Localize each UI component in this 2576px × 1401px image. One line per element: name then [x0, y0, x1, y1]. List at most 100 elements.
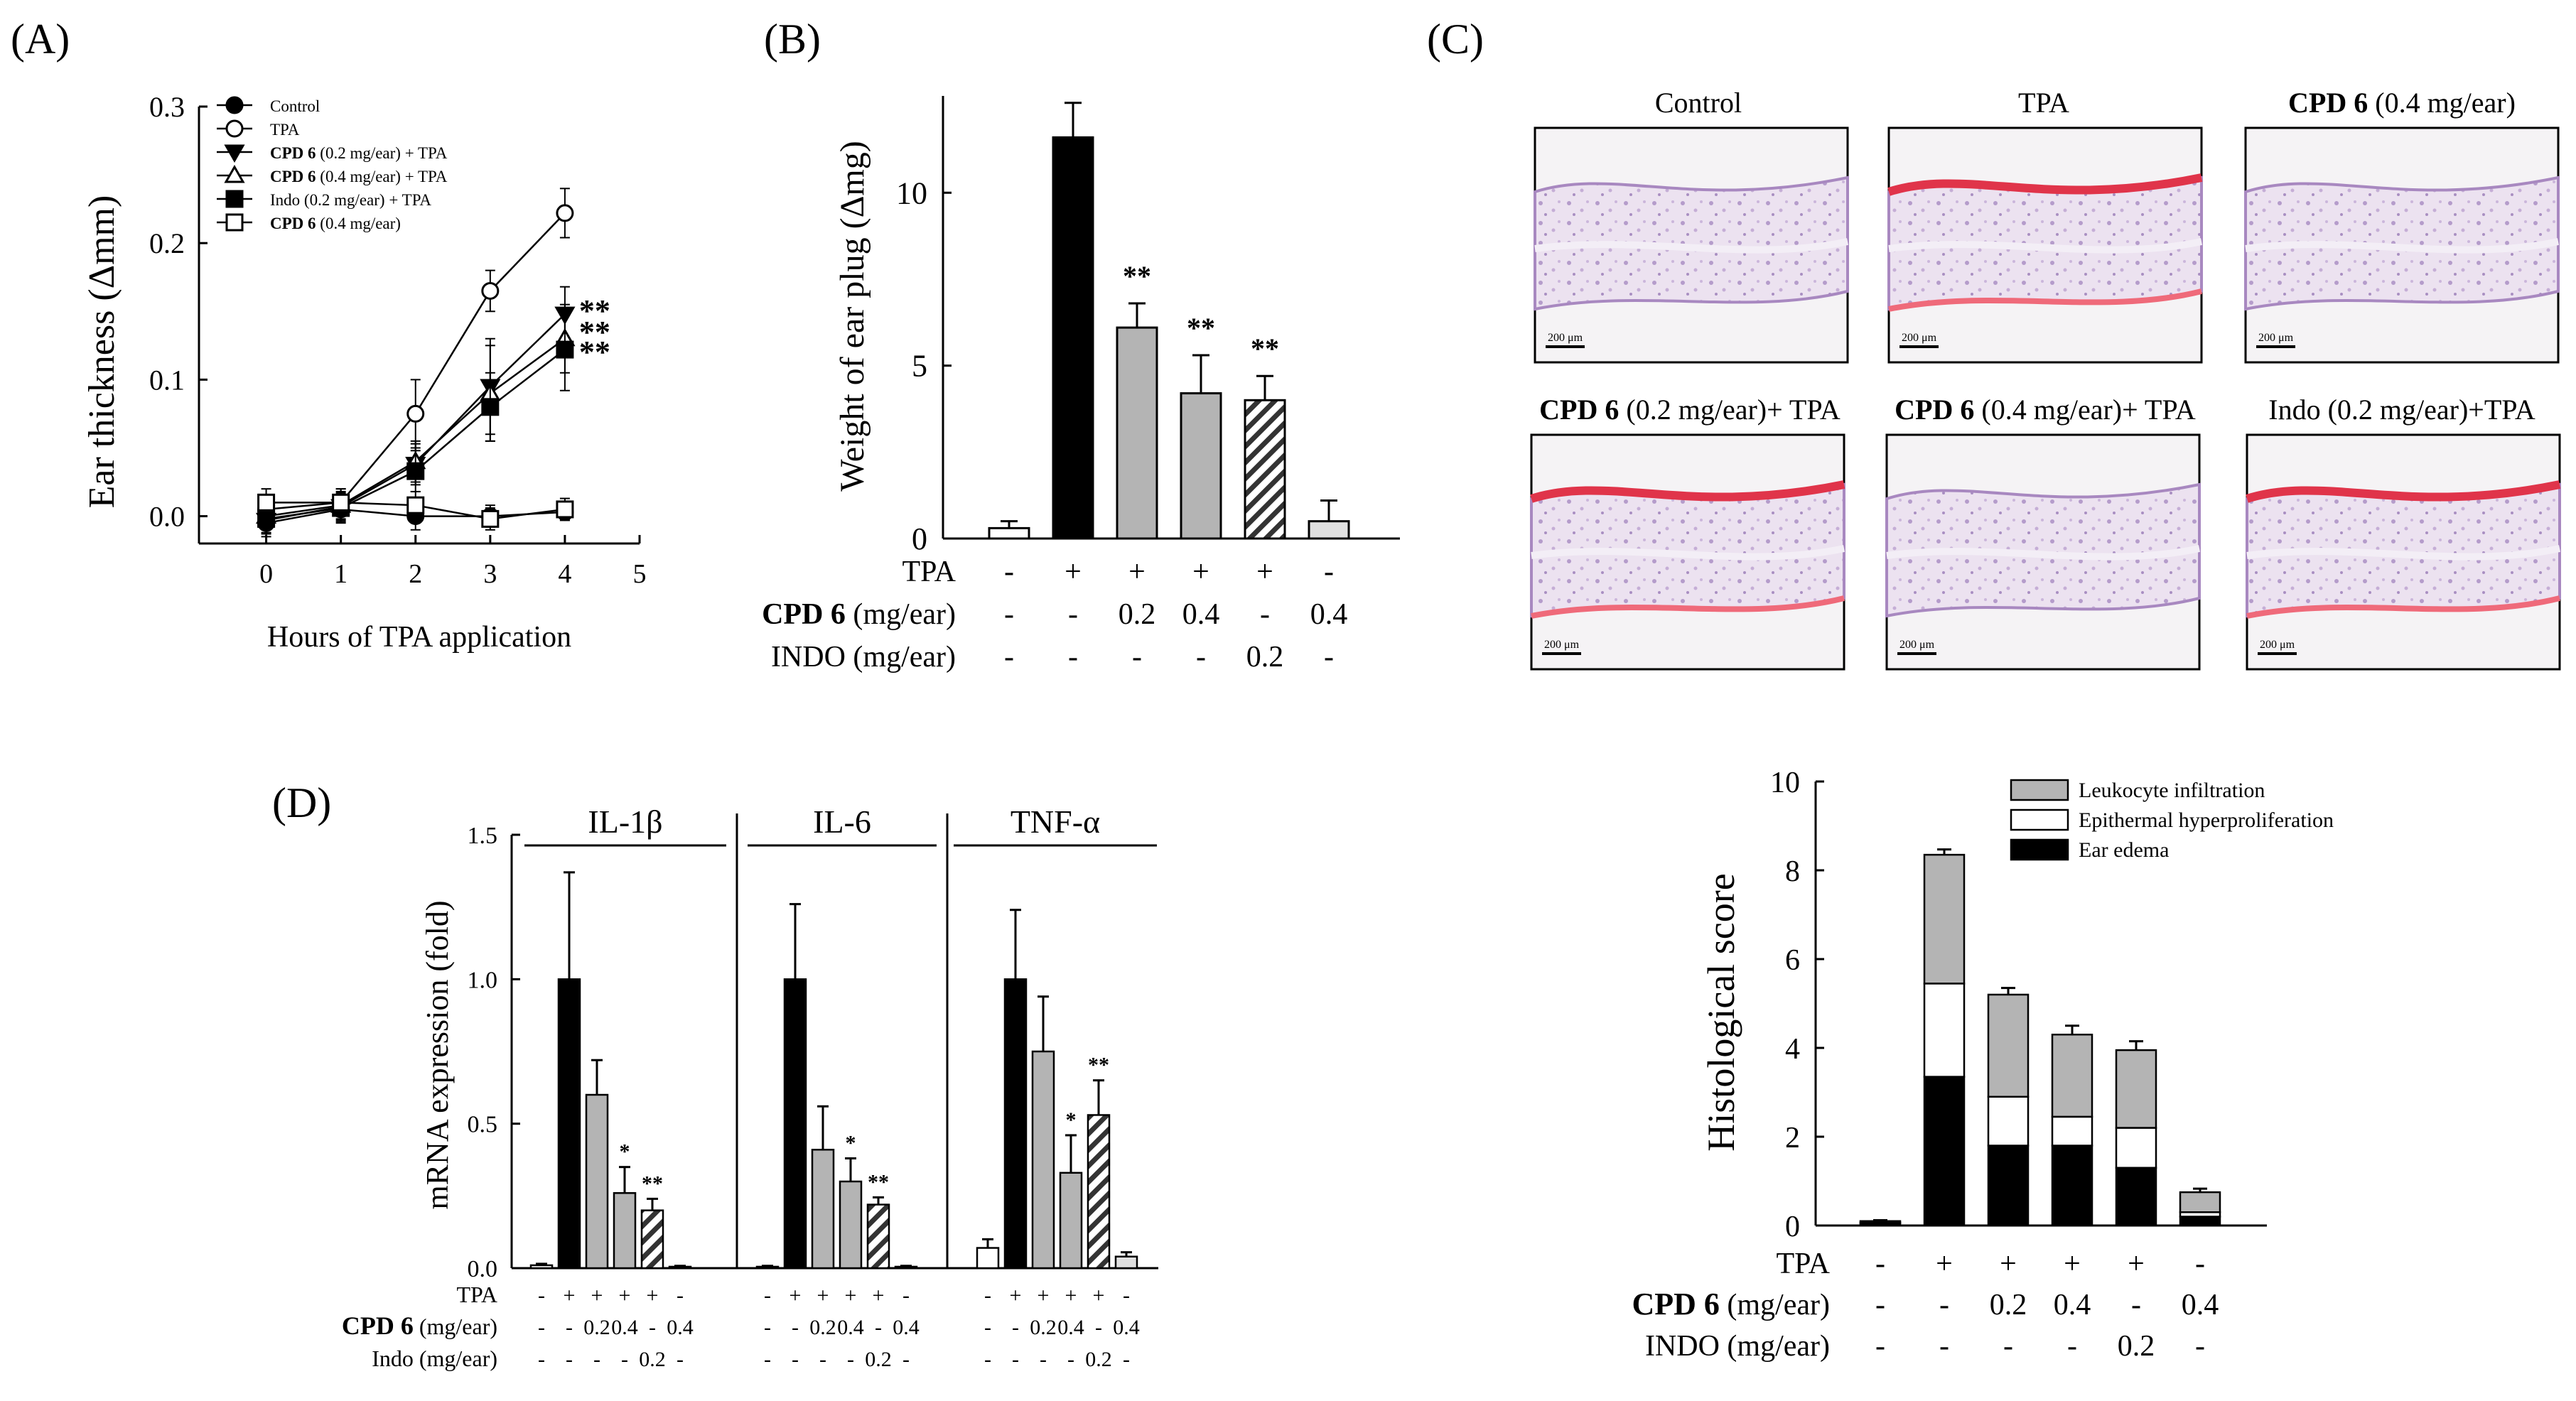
d-y-tick-label: 1.5 [468, 823, 498, 849]
b-bar [988, 526, 1030, 540]
row-label-tpa: TPA [902, 556, 956, 588]
panel-b-bars: ** ** ** [988, 102, 1350, 540]
table-cell: + [1256, 556, 1273, 588]
e-bar-segment [1923, 853, 1966, 985]
d-y-tick-label: 1.0 [468, 967, 498, 993]
d-table-cell: - [621, 1348, 628, 1371]
c-scale-label: 200 μm [1548, 332, 1583, 344]
b-bar [1052, 136, 1094, 540]
c-image-title: CPD 6 (0.4 mg/ear) [2288, 87, 2516, 119]
d-table-cell: - [1123, 1284, 1130, 1307]
e-y-tick-label: 8 [1785, 855, 1800, 888]
e-bar-segment [1859, 1220, 1902, 1223]
panel-e-ylabel: Histological score [1700, 873, 1742, 1151]
b-significance: ** [1123, 260, 1151, 292]
d-table-cell: - [902, 1284, 910, 1307]
table-cell: + [1936, 1248, 1953, 1280]
d-group-label: IL-6 [813, 804, 871, 840]
panel-d-ylabel: mRNA expression (fold) [420, 900, 455, 1209]
c-epidermis-stain [1887, 173, 2203, 196]
e-bar-segment [2051, 1145, 2093, 1227]
c-cartilage-layer [2246, 545, 2561, 561]
a-data-point [556, 500, 574, 519]
d-significance: ** [1088, 1054, 1109, 1077]
d-bar [976, 1247, 1000, 1270]
d-table-cell: + [817, 1284, 829, 1307]
table-cell: - [1132, 641, 1142, 674]
panel-d-bars: ********* [529, 871, 1138, 1270]
d-table-cell: - [538, 1316, 545, 1339]
d-table-cell: 0.2 [1030, 1316, 1057, 1339]
c-epidermis-stain [1888, 288, 2202, 312]
row-label-cpd6: CPD 6 (mg/ear) [762, 598, 956, 631]
d-table-cell: 0.4 [667, 1316, 694, 1339]
d-table-cell: - [677, 1284, 684, 1307]
b-y-tick-label: 10 [896, 175, 927, 210]
a-data-point [481, 509, 500, 528]
a-data-point [257, 493, 276, 512]
e-y-tick-label: 2 [1785, 1122, 1800, 1154]
a-x-tick-label: 2 [409, 559, 422, 589]
table-cell: 0.2 [1119, 598, 1156, 631]
e-bar-segment [1923, 983, 1966, 1078]
b-bar [1244, 399, 1286, 540]
a-legend-marker [224, 144, 245, 163]
d-y-tick-label: 0.5 [468, 1112, 498, 1138]
c-cartilage-layer [1534, 238, 1849, 254]
d-table-cell: 0.4 [837, 1316, 864, 1339]
a-legend-marker [225, 119, 244, 138]
a-x-tick-label: 3 [483, 559, 497, 589]
c-image-title: CPD 6 (0.2 mg/ear)+ TPA [1539, 394, 1841, 426]
e-bar-segment [1987, 1096, 2030, 1147]
a-legend-label: Indo (0.2 mg/ear) + TPA [270, 191, 431, 209]
a-y-tick-label: 0.0 [149, 501, 185, 533]
d-table-cell: - [538, 1348, 545, 1371]
panel-a-legend: Control TPA CPD 6 (0.2 mg/ear) + TPA CPD 6 … [217, 96, 448, 232]
d-table-cell: - [847, 1348, 854, 1371]
d-bar [839, 1180, 863, 1270]
panel-label-b: (B) [764, 16, 821, 63]
c-tissue-section [1885, 482, 2201, 618]
c-image-title: Control [1655, 87, 1742, 119]
table-cell: - [1004, 556, 1014, 588]
b-bar [1180, 392, 1222, 540]
a-significance: ** [579, 335, 610, 369]
table-cell: + [1128, 556, 1146, 588]
d-bar [1087, 1114, 1111, 1270]
a-legend-marker [225, 213, 244, 232]
b-y-tick-label: 5 [912, 349, 927, 384]
d-table-cell: - [792, 1348, 799, 1371]
e-bar-segment [2115, 1167, 2157, 1227]
d-bar [613, 1192, 637, 1270]
d-table-cell: - [792, 1316, 799, 1339]
d-significance: ** [868, 1170, 889, 1194]
e-bar-segment [2115, 1127, 2157, 1169]
d-table-cell: + [591, 1284, 603, 1307]
d-group-label: IL-1β [588, 804, 662, 840]
c-tissue-section [2244, 175, 2560, 311]
d-table-cell: + [1093, 1284, 1105, 1307]
table-cell: + [1065, 556, 1082, 588]
d-table-cell: 0.2 [1085, 1348, 1112, 1371]
panel-b-ylabel: Weight of ear plug (Δmg) [834, 141, 871, 492]
d-table-cell: - [1095, 1316, 1102, 1339]
e-bar-segment [2115, 1049, 2157, 1129]
d-table-cell: + [647, 1284, 659, 1307]
a-x-tick-label: 4 [558, 559, 571, 589]
table-cell: - [1324, 556, 1334, 588]
a-y-tick-label: 0.1 [149, 364, 185, 396]
b-significance: ** [1251, 332, 1279, 364]
e-y-tick-label: 6 [1785, 944, 1800, 977]
table-cell: + [2128, 1248, 2145, 1280]
b-bar [1116, 326, 1158, 540]
c-image-title: TPA [2018, 87, 2069, 119]
c-cartilage-layer [1531, 545, 1845, 561]
d-table-cell: - [984, 1316, 991, 1339]
table-cell: + [2064, 1248, 2081, 1280]
d-table-cell: - [566, 1348, 573, 1371]
d-table-cell: + [1038, 1284, 1050, 1307]
table-cell: - [1260, 598, 1270, 631]
panel-label-c: (C) [1427, 16, 1484, 63]
a-legend-marker [224, 164, 245, 183]
